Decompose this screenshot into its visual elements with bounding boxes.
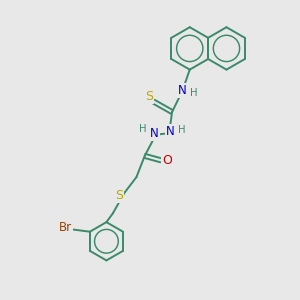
Text: H: H	[190, 88, 197, 98]
Text: S: S	[115, 189, 123, 202]
Text: S: S	[146, 90, 153, 103]
Text: N: N	[166, 125, 175, 138]
Text: H: H	[178, 125, 185, 135]
Text: N: N	[178, 84, 187, 97]
Text: Br: Br	[58, 221, 72, 234]
Text: H: H	[139, 124, 146, 134]
Text: O: O	[162, 154, 172, 167]
Text: N: N	[150, 127, 159, 140]
